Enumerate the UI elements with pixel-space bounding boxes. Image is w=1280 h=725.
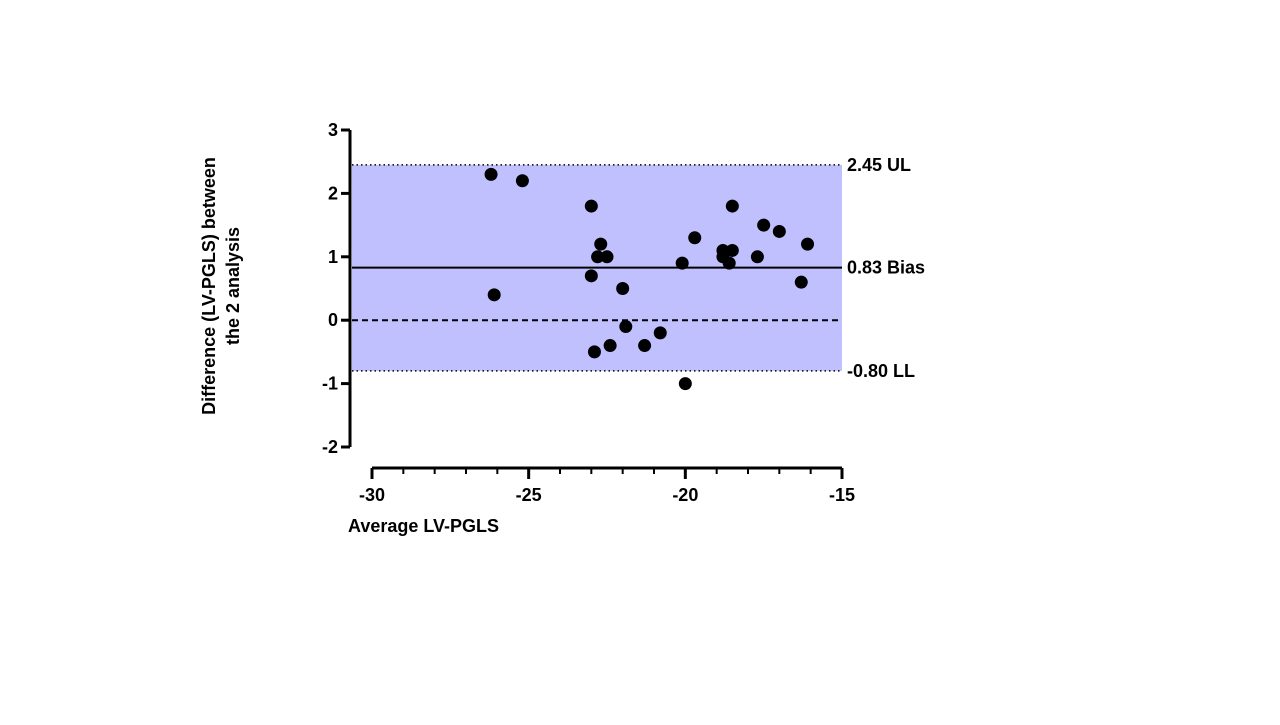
data-point — [722, 256, 736, 270]
y-axis: -2 -1 0 1 2 3 — [322, 120, 352, 457]
y-tick-label: 1 — [328, 247, 338, 267]
data-point — [794, 275, 808, 289]
lower-limit-label: -0.80 LL — [847, 361, 915, 381]
data-point — [757, 218, 771, 232]
data-point — [484, 167, 498, 181]
y-axis-title: Difference (LV-PGLS) between the 2 analys… — [199, 157, 243, 415]
data-point — [616, 282, 630, 295]
data-point — [750, 250, 764, 264]
data-point — [487, 288, 501, 302]
data-point — [587, 345, 601, 359]
x-axis-title: Average LV-PGLS — [348, 516, 499, 536]
y-tick-label: 0 — [328, 310, 338, 330]
data-point — [653, 326, 667, 340]
data-point — [584, 269, 598, 283]
x-tick-label: -20 — [672, 485, 698, 505]
x-axis: -30 -25 -20 -15 — [359, 466, 855, 505]
data-point — [772, 224, 786, 238]
upper-limit-label: 2.45 UL — [847, 155, 911, 175]
reference-lines — [352, 164, 842, 372]
y-axis-title-line: the 2 analysis — [223, 227, 243, 345]
data-point — [594, 237, 608, 251]
data-point — [515, 174, 529, 188]
data-point — [725, 199, 739, 213]
y-tick-label: -1 — [322, 374, 338, 394]
data-point — [678, 377, 692, 391]
data-point — [688, 231, 702, 245]
data-point — [600, 250, 614, 264]
bias-label: 0.83 Bias — [847, 258, 925, 278]
data-point — [725, 243, 739, 257]
data-point — [638, 339, 652, 353]
data-point — [619, 320, 633, 334]
y-axis-title-line: Difference (LV-PGLS) between — [199, 157, 219, 415]
data-point — [591, 250, 605, 264]
x-tick-label: -30 — [359, 485, 385, 505]
x-tick-label: -15 — [829, 485, 855, 505]
data-point — [584, 199, 598, 213]
reference-line-labels: 2.45 UL 0.83 Bias -0.80 LL — [847, 155, 925, 381]
data-point — [675, 256, 689, 270]
y-tick-label: 2 — [328, 183, 338, 203]
data-point — [603, 339, 617, 353]
x-tick-label: -25 — [516, 485, 542, 505]
data-points — [484, 167, 815, 391]
y-tick-label: 3 — [328, 120, 338, 140]
data-point — [801, 237, 815, 251]
y-tick-label: -2 — [322, 437, 338, 457]
